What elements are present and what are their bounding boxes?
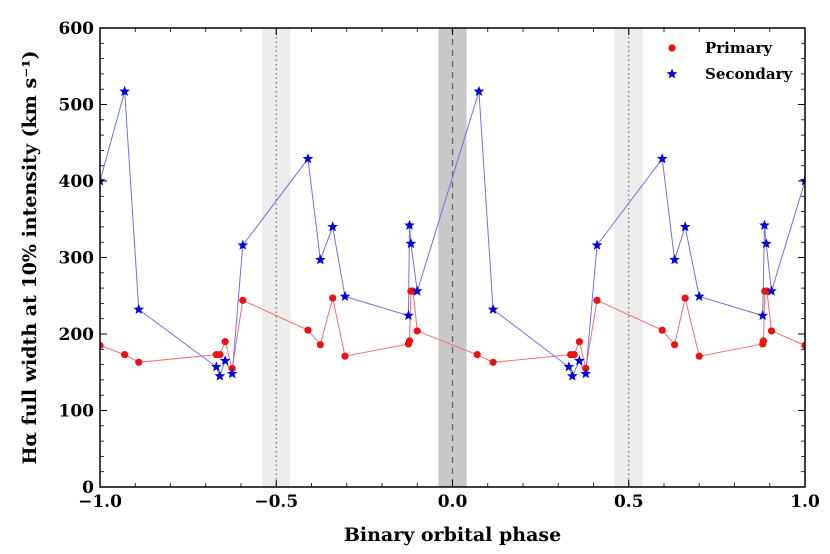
secondary-point (211, 361, 222, 372)
shaded-region-2 (438, 28, 467, 487)
primary-point (473, 351, 481, 359)
y-tick-label: 500 (59, 96, 95, 116)
secondary-point (757, 310, 769, 321)
primary-line (100, 290, 805, 369)
primary-point (239, 296, 247, 304)
reference-lines (275, 28, 630, 487)
secondary-point (100, 175, 106, 186)
y-axis-label: Hα full width at 10% intensity (km s⁻¹) (19, 50, 41, 464)
primary-point (801, 341, 805, 350)
primary-point (593, 296, 601, 304)
y-tick-label: 200 (59, 325, 95, 345)
secondary-point (473, 85, 485, 97)
secondary-point (487, 303, 499, 315)
secondary-point (214, 370, 226, 381)
secondary-point (679, 221, 691, 232)
x-tick-label: −0.5 (254, 492, 298, 512)
primary-point (670, 341, 679, 349)
secondary-point (219, 355, 231, 366)
primary-point (341, 352, 349, 360)
x-tick-label: 0.0 (438, 492, 468, 512)
primary-point (681, 294, 689, 302)
primary-point (489, 358, 497, 366)
primary-point (570, 351, 578, 359)
legend-primary-marker (668, 44, 676, 52)
secondary-point (403, 310, 414, 321)
y-tick-label: 300 (59, 249, 95, 269)
secondary-point (693, 290, 705, 302)
primary-point (329, 294, 337, 302)
primary-point (413, 327, 421, 335)
primary-point (658, 326, 666, 334)
legend-secondary-marker (666, 68, 678, 79)
primary-point (767, 327, 776, 335)
y-tick-label: 600 (59, 19, 95, 39)
primary-point (316, 341, 324, 349)
secondary-point (656, 153, 668, 164)
secondary-point (574, 355, 585, 366)
secondary-point (302, 153, 314, 164)
y-tick-label: 0 (82, 478, 94, 498)
secondary-point (404, 219, 415, 230)
secondary-point (799, 175, 805, 186)
secondary-point (567, 370, 578, 381)
primary-point (135, 358, 143, 366)
secondary-point (669, 254, 680, 265)
secondary-point (563, 361, 575, 372)
primary-point (121, 351, 129, 359)
secondary-point (133, 303, 145, 315)
secondary-point (591, 239, 603, 250)
x-tick-label: 0.5 (614, 492, 644, 512)
secondary-point (339, 290, 351, 302)
secondary-point (327, 221, 338, 232)
y-tick-label: 100 (59, 402, 95, 422)
series-markers (100, 85, 805, 381)
y-tick-label: 400 (59, 172, 95, 192)
secondary-point (405, 238, 417, 249)
primary-point (405, 337, 414, 345)
secondary-point (226, 368, 238, 379)
secondary-point (580, 368, 592, 379)
primary-point (695, 352, 703, 360)
secondary-point (766, 285, 777, 296)
x-axis-label: Binary orbital phase (344, 524, 561, 546)
secondary-point (119, 85, 130, 97)
legend-secondary-label: Secondary (705, 65, 794, 83)
secondary-point (760, 238, 772, 249)
x-tick-label: 1.0 (790, 492, 820, 512)
primary-point (304, 326, 312, 334)
primary-point (216, 351, 224, 359)
legend-primary-label: Primary (705, 39, 773, 57)
secondary-point (411, 285, 423, 296)
legend: Primary Secondary (666, 39, 794, 83)
primary-point (575, 338, 584, 346)
secondary-point (759, 219, 770, 230)
secondary-point (314, 254, 326, 265)
secondary-point (237, 239, 249, 250)
primary-point (759, 337, 768, 345)
primary-point (100, 341, 104, 350)
x-tick-label: −1.0 (78, 492, 122, 512)
primary-point (221, 338, 229, 346)
axis-ticks: −1.0 −0.5 0.0 0.5 1.0 0 100 200 300 400 500 600 (59, 19, 820, 512)
